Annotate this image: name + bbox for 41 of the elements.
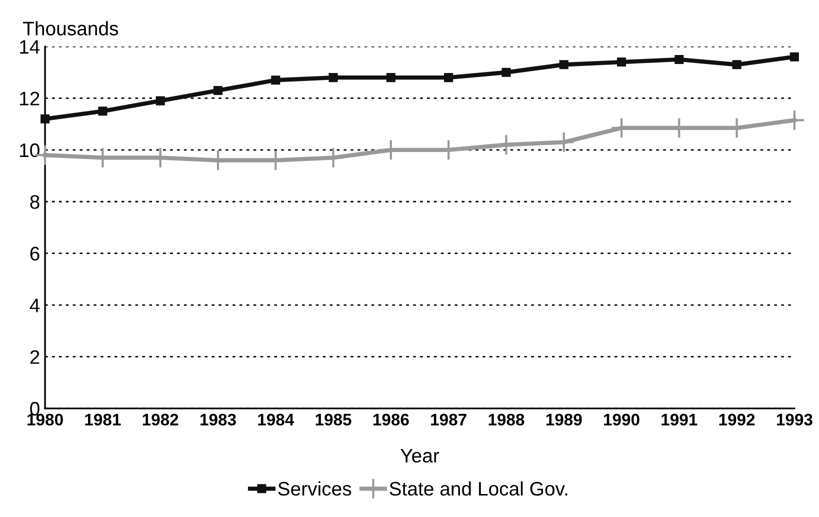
x-axis-title: Year bbox=[400, 448, 440, 463]
x-tick-label: 1989 bbox=[546, 414, 582, 426]
point bbox=[732, 60, 742, 70]
point bbox=[790, 52, 799, 62]
y-tick-label: 6 bbox=[30, 246, 40, 261]
legend-label: Services bbox=[278, 481, 352, 496]
y-tick-label: 10 bbox=[20, 143, 40, 158]
x-tick-label: 1983 bbox=[200, 414, 236, 426]
point bbox=[386, 73, 396, 82]
y-tick-label: 2 bbox=[30, 350, 40, 364]
point bbox=[98, 106, 108, 116]
y-tick-label: 14 bbox=[20, 40, 40, 54]
y-tick-label: 4 bbox=[30, 298, 40, 312]
legend-label: State and Local Gov. bbox=[390, 481, 568, 496]
y-tick-label: 0 bbox=[30, 402, 40, 416]
x-tick-label: 1984 bbox=[258, 414, 294, 426]
point bbox=[616, 58, 626, 67]
x-tick-label: 1985 bbox=[316, 414, 352, 426]
point bbox=[502, 68, 511, 77]
x-tick-label: 1986 bbox=[373, 414, 409, 426]
y-tick-label: 12 bbox=[20, 92, 40, 106]
point bbox=[784, 109, 806, 131]
point bbox=[156, 96, 165, 106]
point bbox=[40, 114, 50, 124]
x-tick-label: 1990 bbox=[604, 414, 640, 426]
y-axis-title: Thousands bbox=[23, 21, 118, 36]
point bbox=[444, 73, 454, 82]
x-tick-label: 1991 bbox=[662, 414, 698, 426]
x-tick-label: 1980 bbox=[28, 414, 63, 426]
point bbox=[328, 73, 338, 82]
point bbox=[213, 86, 222, 95]
x-tick-label: 1981 bbox=[85, 414, 121, 426]
x-tick-label: 1988 bbox=[488, 414, 524, 426]
x-tick-label: 1992 bbox=[719, 414, 755, 426]
x-tick-label: 1982 bbox=[142, 414, 178, 426]
x-tick-label: 1987 bbox=[431, 414, 466, 426]
x-tick-label: 1993 bbox=[776, 414, 812, 426]
point bbox=[271, 76, 280, 85]
y-tick-label: 8 bbox=[30, 195, 40, 209]
point bbox=[559, 60, 568, 70]
point bbox=[674, 54, 684, 64]
